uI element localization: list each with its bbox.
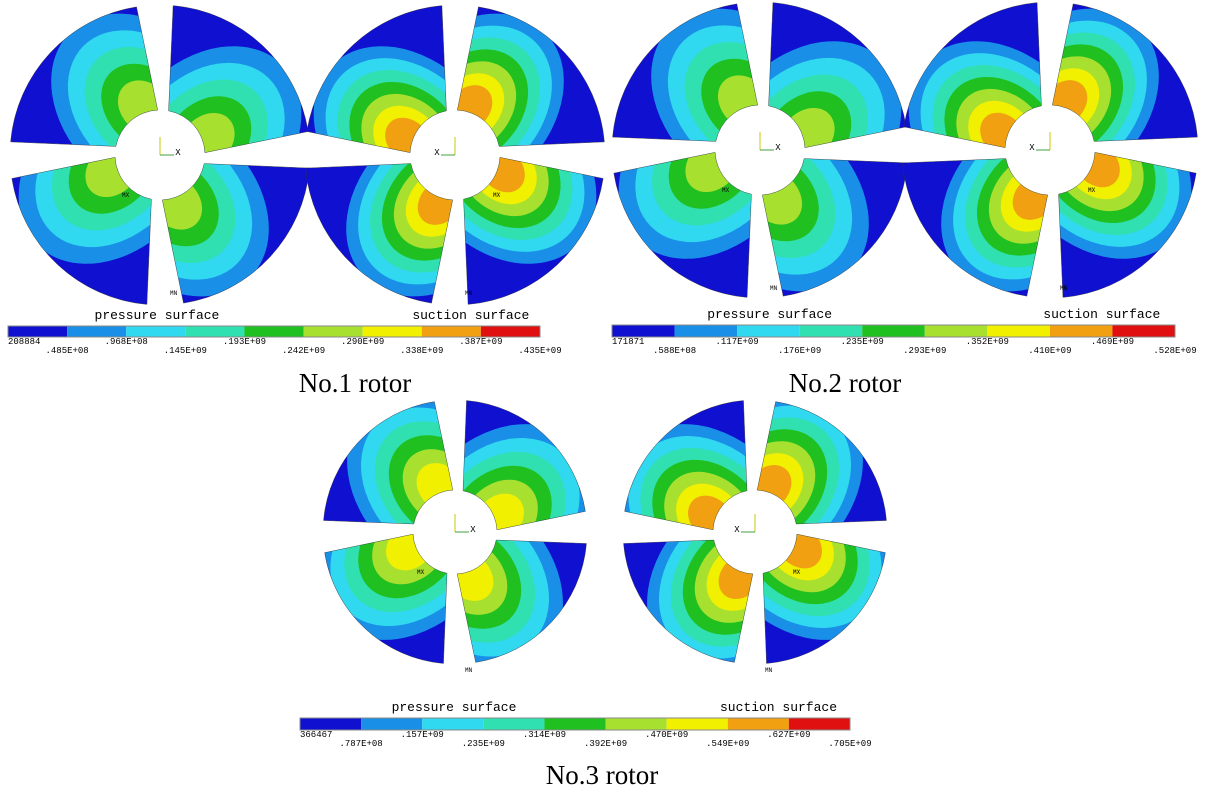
caption: No.3 rotor	[546, 760, 658, 790]
marker-label: MN	[765, 667, 773, 674]
legend-swatch	[800, 325, 863, 337]
marker-label: MN	[770, 285, 778, 292]
legend-tick-label: .290E+09	[341, 337, 384, 347]
legend-swatch	[361, 718, 422, 730]
legend-swatch	[67, 326, 126, 337]
legend-tick-label: .235E+09	[841, 337, 884, 347]
legend-tick-label: .469E+09	[1091, 337, 1134, 347]
legend-swatch	[987, 325, 1050, 337]
legend-swatch	[363, 326, 422, 337]
legend-tick-label: .549E+09	[706, 739, 749, 749]
legend-swatch	[737, 325, 800, 337]
marker-label: MX	[493, 192, 501, 199]
legend-tick-label: .235E+09	[462, 739, 505, 749]
surface-label: suction surface	[1043, 307, 1160, 322]
legend-swatch	[606, 718, 667, 730]
marker-label: MX	[417, 569, 425, 576]
legend-swatch	[728, 718, 789, 730]
legend-swatch	[612, 325, 675, 337]
surface-label: pressure surface	[392, 700, 517, 715]
marker-label: MX	[722, 187, 730, 194]
legend-tick-label: .117E+09	[716, 337, 759, 347]
surface-label: pressure surface	[95, 308, 220, 323]
legend-swatch	[481, 326, 540, 337]
triad-label: X	[175, 148, 181, 158]
triad-label: X	[434, 148, 440, 158]
figure: X MX MN X MX MN 208884 .485E+08 .968E+08 .145E+09…	[0, 0, 1205, 794]
legend-tick-label: .157E+09	[401, 730, 444, 740]
marker-label: MX	[793, 569, 801, 576]
legend-tick-label: .176E+09	[778, 346, 821, 356]
legend-tick-label: .470E+09	[645, 730, 688, 740]
legend-tick-label: .314E+09	[523, 730, 566, 740]
surface-label: pressure surface	[707, 307, 832, 322]
legend-swatch	[925, 325, 988, 337]
legend-tick-label: .485E+08	[46, 346, 89, 356]
legend-swatch	[544, 718, 605, 730]
legend-swatch	[483, 718, 544, 730]
legend-tick-label: .528E+09	[1153, 346, 1196, 356]
legend-tick-label: .588E+08	[653, 346, 696, 356]
legend-swatch	[8, 326, 67, 337]
legend-swatch	[862, 325, 925, 337]
legend-swatch	[422, 718, 483, 730]
legend-tick-label: .968E+08	[105, 337, 148, 347]
marker-label: MX	[122, 192, 130, 199]
legend-swatch	[300, 718, 361, 730]
legend-swatch	[244, 326, 303, 337]
legend-swatch	[1050, 325, 1113, 337]
legend-tick-label: .787E+08	[340, 739, 383, 749]
legend-tick-label: .387E+09	[459, 337, 502, 347]
legend-swatch	[422, 326, 481, 337]
legend-swatch	[667, 718, 728, 730]
surface-label: suction surface	[412, 308, 529, 323]
legend-tick-label: 208884	[8, 337, 40, 347]
legend-tick-label: .338E+09	[400, 346, 443, 356]
legend-swatch	[126, 326, 185, 337]
legend-swatch	[675, 325, 738, 337]
triad-label: X	[775, 143, 781, 153]
legend-tick-label: 171871	[612, 337, 644, 347]
legend-tick-label: .242E+09	[282, 346, 325, 356]
marker-label: MN	[170, 290, 178, 297]
legend-tick-label: .705E+09	[828, 739, 871, 749]
legend-tick-label: .145E+09	[164, 346, 207, 356]
caption: No.1 rotor	[299, 368, 411, 398]
caption: No.2 rotor	[789, 368, 901, 398]
triad-label: X	[470, 525, 476, 535]
marker-label: MN	[465, 667, 473, 674]
legend-tick-label: 366467	[300, 730, 332, 740]
triad-label: X	[1029, 143, 1035, 153]
legend-tick-label: .392E+09	[584, 739, 627, 749]
legend-tick-label: .435E+09	[518, 346, 561, 356]
surface-label: suction surface	[720, 700, 837, 715]
marker-label: MX	[1088, 187, 1096, 194]
legend-swatch	[304, 326, 363, 337]
marker-label: MN	[1060, 285, 1068, 292]
legend-tick-label: .627E+09	[767, 730, 810, 740]
legend-tick-label: .193E+09	[223, 337, 266, 347]
legend-tick-label: .293E+09	[903, 346, 946, 356]
legend-tick-label: .352E+09	[966, 337, 1009, 347]
legend-swatch	[1112, 325, 1175, 337]
marker-label: MN	[465, 290, 473, 297]
triad-label: X	[734, 525, 740, 535]
legend-swatch	[789, 718, 850, 730]
legend-swatch	[185, 326, 244, 337]
legend-tick-label: .410E+09	[1028, 346, 1071, 356]
